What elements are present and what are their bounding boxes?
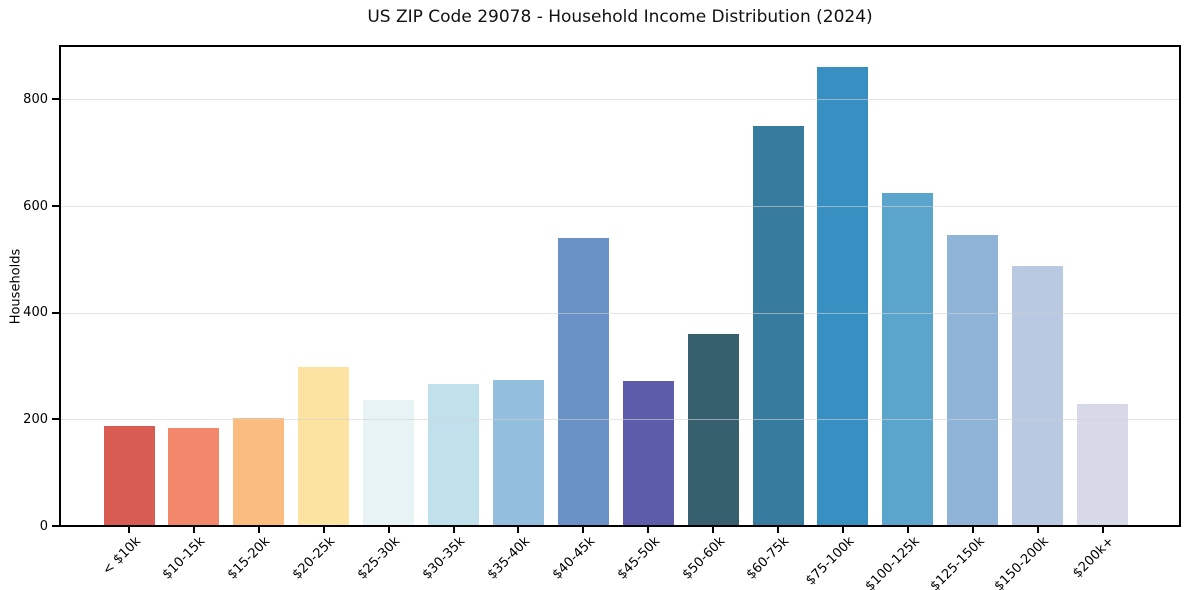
x-axis-tick-40-45k [582,527,585,533]
gridline-y-800 [61,99,1179,101]
bar-20-25k [298,367,350,525]
x-axis-tick-200k [1101,527,1104,533]
gridline-y-200 [61,419,1179,421]
y-axis-tick-400 [52,311,59,314]
y-tick-label-0: 0 [39,518,48,534]
x-axis-tick-100-125k [906,527,909,533]
x-axis-tick-150-200k [1036,527,1039,533]
bar-50-60k [687,334,739,525]
bar-60-75k [752,126,804,525]
y-tick-label-200: 200 [23,411,48,427]
x-tick-label-200k: $200k+ [1070,534,1118,582]
x-axis-tick-50-60k [712,527,715,533]
x-tick-label-100-125k: $100-125k [862,534,923,590]
plot-area [59,45,1181,527]
bar-200k [1077,404,1128,525]
x-tick-label-50-60k: $50-60k [679,534,728,583]
bar-100-125k [882,193,934,525]
bar-45-50k [622,381,674,525]
x-axis-tick-30-35k [452,527,455,533]
x-tick-label-15-20k: $15-20k [224,534,274,583]
x-tick-label-75-100k: $75-100k [803,534,858,589]
x-tick-label-45-50k: $45-50k [614,534,663,583]
x-axis-tick-25-30k [387,527,390,533]
x-tick-label-30-35k: $30-35k [419,534,469,583]
x-axis-tick-60-75k [777,527,779,533]
bar-40-45k [557,238,609,525]
bar-35-40k [492,380,544,525]
x-tick-label-20-25k: $20-25k [289,534,339,583]
gridline-y-400 [61,312,1179,314]
bar-125-150k [947,235,999,525]
x-tick-label-150-200k: $150-200k [992,534,1053,590]
x-axis-tick-10k [128,527,130,533]
x-axis-tick-75-100k [841,527,844,533]
x-tick-label-10k: < $10k [99,534,144,579]
y-axis-tick-600 [52,205,59,208]
x-tick-label-40-45k: $40-45k [549,534,598,583]
bar-10k [103,426,155,525]
bar-150-200k [1012,266,1064,525]
x-axis-tick-125-150k [971,527,974,533]
x-tick-label-35-40k: $35-40k [484,534,533,583]
x-axis-tick-20-25k [322,527,325,533]
y-axis-title: Households [8,248,24,325]
bar-30-35k [428,384,479,525]
x-axis-tick-45-50k [647,527,650,533]
x-axis-tick-35-40k [517,527,520,533]
y-tick-label-400: 400 [23,305,48,321]
y-axis-tick-0 [52,525,59,527]
x-tick-label-60-75k: $60-75k [744,534,793,583]
x-tick-label-25-30k: $25-30k [354,534,404,583]
bar-75-100k [817,67,869,525]
chart-title: US ZIP Code 29078 - Household Income Dis… [367,7,873,27]
x-tick-label-125-150k: $125-150k [927,534,988,590]
gridline-y-600 [61,206,1179,208]
x-axis-tick-10-15k [192,527,195,533]
bar-10-15k [168,428,220,525]
y-tick-label-600: 600 [23,198,48,214]
bar-15-20k [233,418,285,525]
bar-25-30k [363,400,415,525]
y-axis-tick-200 [52,418,59,421]
y-axis-tick-800 [52,98,59,101]
x-axis-tick-15-20k [257,527,260,533]
x-tick-label-10-15k: $10-15k [160,534,209,583]
y-tick-label-800: 800 [23,91,48,107]
